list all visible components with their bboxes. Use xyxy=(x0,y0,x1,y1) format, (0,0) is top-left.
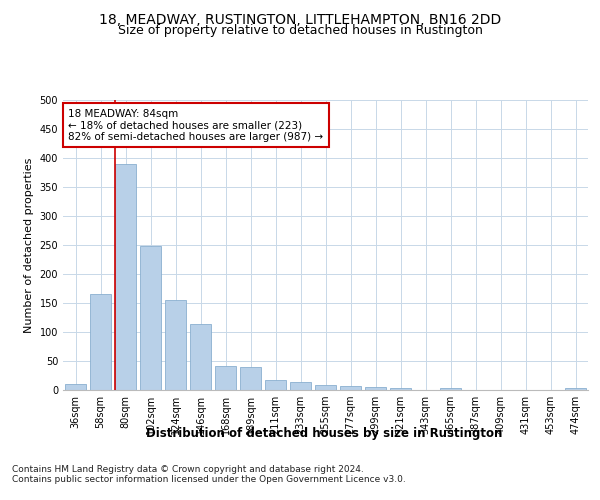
Bar xyxy=(165,300,186,390)
Text: Size of property relative to detached houses in Rustington: Size of property relative to detached ho… xyxy=(118,24,482,37)
Text: Distribution of detached houses by size in Rustington: Distribution of detached houses by size … xyxy=(146,428,502,440)
Bar xyxy=(190,324,211,390)
Bar xyxy=(65,384,86,390)
Text: 18, MEADWAY, RUSTINGTON, LITTLEHAMPTON, BN16 2DD: 18, MEADWAY, RUSTINGTON, LITTLEHAMPTON, … xyxy=(99,12,501,26)
Bar xyxy=(315,386,336,390)
Bar xyxy=(340,386,361,390)
Text: 18 MEADWAY: 84sqm
← 18% of detached houses are smaller (223)
82% of semi-detache: 18 MEADWAY: 84sqm ← 18% of detached hous… xyxy=(68,108,323,142)
Bar xyxy=(140,246,161,390)
Bar xyxy=(290,382,311,390)
Bar xyxy=(440,388,461,390)
Bar xyxy=(240,368,261,390)
Bar xyxy=(265,380,286,390)
Bar xyxy=(390,388,411,390)
Text: Contains HM Land Registry data © Crown copyright and database right 2024.
Contai: Contains HM Land Registry data © Crown c… xyxy=(12,465,406,484)
Bar xyxy=(565,388,586,390)
Y-axis label: Number of detached properties: Number of detached properties xyxy=(24,158,34,332)
Bar xyxy=(115,164,136,390)
Bar xyxy=(365,387,386,390)
Bar xyxy=(215,366,236,390)
Bar xyxy=(90,294,111,390)
